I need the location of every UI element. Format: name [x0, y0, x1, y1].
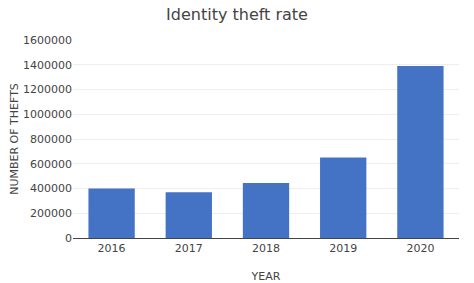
svg-text:0: 0 — [65, 232, 72, 245]
svg-text:YEAR: YEAR — [251, 270, 281, 283]
svg-text:NUMBER OF THEFTS: NUMBER OF THEFTS — [8, 83, 21, 195]
svg-text:2016: 2016 — [98, 242, 126, 255]
svg-text:200000: 200000 — [30, 207, 72, 220]
svg-text:2019: 2019 — [329, 242, 357, 255]
svg-text:400000: 400000 — [30, 182, 72, 195]
svg-text:2017: 2017 — [175, 242, 203, 255]
svg-text:1600000: 1600000 — [23, 34, 72, 47]
svg-text:Identity theft rate: Identity theft rate — [166, 5, 308, 24]
svg-text:1400000: 1400000 — [23, 59, 72, 72]
svg-text:2018: 2018 — [252, 242, 280, 255]
svg-text:1000000: 1000000 — [23, 108, 72, 121]
svg-text:1200000: 1200000 — [23, 83, 72, 96]
svg-text:2020: 2020 — [406, 242, 434, 255]
svg-text:800000: 800000 — [30, 133, 72, 146]
svg-text:600000: 600000 — [30, 158, 72, 171]
